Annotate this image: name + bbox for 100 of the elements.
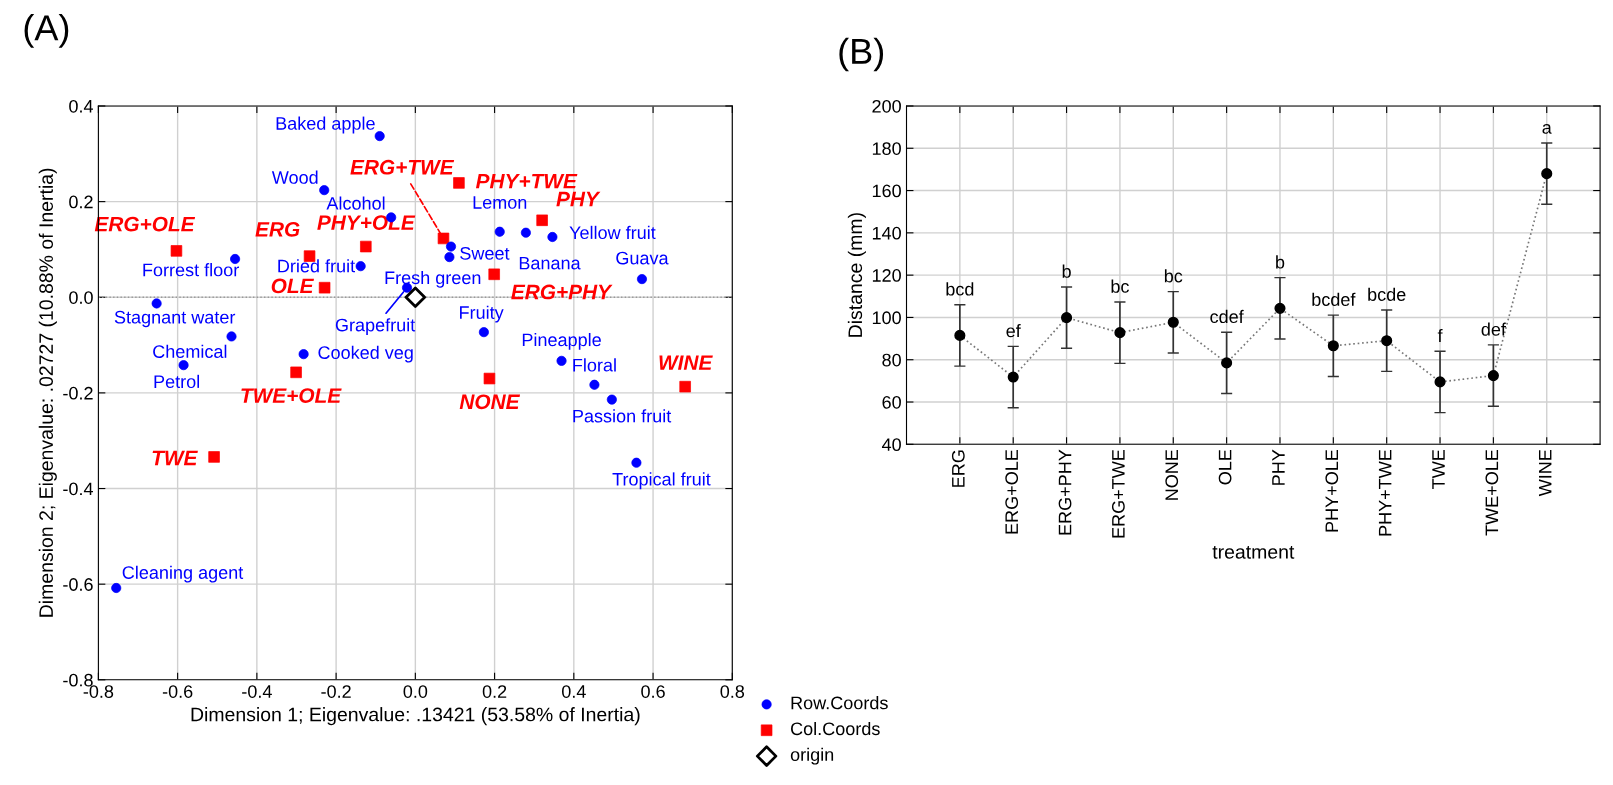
y-tick-label: 40 bbox=[881, 438, 901, 452]
annotation: b bbox=[1062, 264, 1071, 278]
x-tick-label: -0.8 bbox=[83, 685, 114, 698]
annotation: Cleaning agent bbox=[122, 565, 244, 583]
x-tick-label: OLE bbox=[1218, 449, 1232, 485]
x-tick-label: 0.2 bbox=[482, 685, 507, 698]
point bbox=[1487, 370, 1499, 382]
annotation: Grapefruit bbox=[335, 318, 416, 335]
y-tick-label: 0.2 bbox=[69, 195, 93, 209]
x-tick-label: 0.4 bbox=[561, 685, 586, 698]
y-axis-title: Distance (mm) bbox=[847, 213, 866, 337]
y-tick-label: 80 bbox=[882, 353, 901, 367]
annotation: bc bbox=[1164, 269, 1183, 283]
y-tick-label: 100 bbox=[872, 311, 901, 325]
annotation: Chemical bbox=[153, 344, 227, 358]
annotation: WINE bbox=[659, 355, 713, 370]
chart-title: (A) bbox=[24, 14, 69, 48]
x-tick-label: 0.6 bbox=[641, 685, 665, 698]
annotation: Fruity bbox=[460, 305, 504, 323]
annotation: Petrol bbox=[154, 374, 200, 389]
legend-label: Row.Coords bbox=[791, 696, 888, 710]
x-tick-label: WINE bbox=[1538, 449, 1552, 497]
annotation: bcd bbox=[946, 282, 974, 296]
annotation: Guava bbox=[616, 251, 669, 265]
annotation: Stagnant water bbox=[114, 310, 236, 328]
point bbox=[1221, 357, 1233, 369]
annotation: b bbox=[1276, 255, 1285, 269]
y-axis-title: Dimension 2; Eigenvalue: .02727 (10.88% of Inertia) bbox=[38, 168, 57, 617]
x-tick-label: ERG+PHY bbox=[1058, 449, 1072, 535]
y-tick-label: 140 bbox=[872, 226, 901, 240]
point bbox=[1434, 376, 1446, 388]
annotation: Cooked veg bbox=[318, 345, 413, 363]
annotation: a bbox=[1542, 123, 1552, 134]
annotation: Forrest floor bbox=[143, 263, 239, 277]
chart-title: (B) bbox=[839, 37, 884, 72]
annotation: ef bbox=[1006, 324, 1021, 338]
x-tick-label: PHY+OLE bbox=[1325, 449, 1339, 532]
point bbox=[1327, 340, 1339, 352]
point bbox=[404, 286, 427, 308]
annotation: Lemon bbox=[473, 196, 527, 209]
annotation: Yellow fruit bbox=[569, 225, 656, 240]
annotation: Pineapple bbox=[522, 332, 601, 350]
point bbox=[1167, 316, 1179, 328]
annotation: PHY+OLE bbox=[317, 215, 416, 230]
annotation: f bbox=[1437, 328, 1443, 342]
annotation: Tropical fruit bbox=[612, 472, 711, 490]
y-tick-label: 60 bbox=[882, 395, 901, 409]
point bbox=[1541, 168, 1553, 180]
x-axis-title: treatment bbox=[1212, 546, 1295, 559]
point bbox=[1114, 327, 1126, 339]
x-tick-label: -0.6 bbox=[162, 685, 193, 698]
y-tick-label: -0.6 bbox=[63, 578, 93, 591]
annotation: PHY+TWE bbox=[475, 174, 578, 189]
x-tick-label: 0.0 bbox=[403, 685, 428, 698]
point bbox=[1274, 302, 1286, 314]
annotation: NONE bbox=[459, 394, 521, 410]
x-tick-label: PHY+TWE bbox=[1378, 449, 1392, 536]
legend-label: Col.Coords bbox=[791, 721, 880, 736]
annotation: Alcohol bbox=[326, 196, 385, 210]
annotation: Dried fruit bbox=[278, 259, 355, 273]
annotation: bcdef bbox=[1312, 292, 1356, 306]
annotation: Floral bbox=[573, 358, 616, 372]
x-tick-label: -0.4 bbox=[242, 685, 272, 698]
y-tick-label: 160 bbox=[872, 184, 901, 198]
x-tick-label: TWE bbox=[1432, 449, 1445, 489]
annotation: bcde bbox=[1368, 287, 1406, 301]
annotation: Banana bbox=[519, 256, 581, 270]
annotation: OLE bbox=[271, 278, 315, 294]
annotation: ERG+TWE bbox=[350, 159, 455, 175]
y-tick-label: 0.4 bbox=[69, 99, 94, 113]
annotation: ERG bbox=[255, 221, 300, 237]
y-tick-label: 200 bbox=[872, 99, 901, 113]
x-tick-label: NONE bbox=[1165, 449, 1179, 500]
y-tick-label: 0.0 bbox=[69, 291, 93, 304]
point bbox=[1381, 335, 1393, 347]
legend-label: origin bbox=[790, 747, 834, 765]
x-tick-label: ERG+OLE bbox=[1005, 449, 1019, 534]
annotation: TWE+OLE bbox=[241, 388, 342, 403]
x-tick-label: ERG+TWE bbox=[1111, 449, 1125, 538]
annotation: Fresh green bbox=[385, 270, 481, 288]
annotation: Baked apple bbox=[276, 116, 375, 134]
x-tick-label: TWE+OLE bbox=[1485, 449, 1499, 536]
x-tick-label: ERG bbox=[951, 450, 965, 487]
x-tick-label: 0.8 bbox=[720, 685, 745, 698]
y-tick-label: 180 bbox=[872, 142, 901, 155]
y-tick-label: -0.2 bbox=[63, 386, 93, 400]
x-axis-title: Dimension 1; Eigenvalue: .13421 (53.58% of Inertia) bbox=[191, 707, 640, 726]
annotation: cdef bbox=[1210, 309, 1244, 324]
y-tick-label: 120 bbox=[872, 269, 901, 282]
point bbox=[1007, 371, 1019, 383]
point bbox=[1061, 312, 1073, 324]
x-tick-label: PHY bbox=[1272, 449, 1285, 485]
annotation: Sweet bbox=[460, 246, 510, 260]
annotation: Passion fruit bbox=[573, 409, 672, 423]
annotation: bc bbox=[1111, 279, 1129, 293]
y-tick-label: -0.8 bbox=[63, 673, 93, 687]
annotation: ERG+PHY bbox=[511, 284, 613, 300]
x-tick-label: -0.2 bbox=[321, 685, 351, 698]
annotation: PHY bbox=[556, 191, 601, 207]
point bbox=[954, 329, 966, 341]
